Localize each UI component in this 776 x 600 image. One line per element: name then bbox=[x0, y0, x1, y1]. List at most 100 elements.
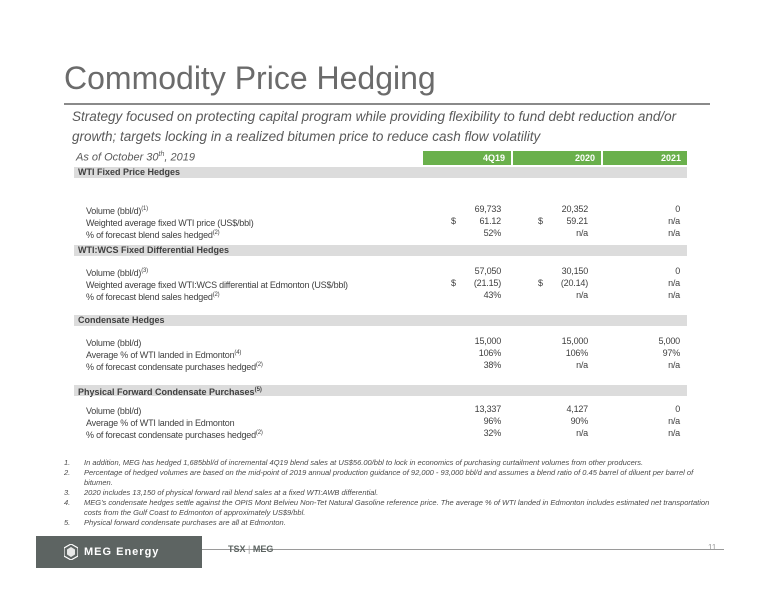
value-4q19: 69,733 bbox=[474, 204, 502, 214]
table-row: Volume (bbl/d) 15,000 15,000 5,000 bbox=[86, 336, 686, 349]
value-4q19: 106% bbox=[478, 348, 501, 358]
value-4q19: 13,337 bbox=[474, 404, 502, 414]
value-2020: 90% bbox=[570, 416, 589, 426]
value-2021: 5,000 bbox=[658, 336, 680, 346]
value-2020: 15,000 bbox=[561, 336, 589, 346]
row-label: % of forecast blend sales hedged(2) bbox=[86, 228, 220, 241]
value-2021: n/a bbox=[668, 216, 680, 226]
row-label-text: Volume (bbl/d) bbox=[86, 338, 142, 348]
row-label: % of forecast condensate purchases hedge… bbox=[86, 428, 263, 441]
row-label-text: % of forecast blend sales hedged bbox=[86, 230, 213, 240]
as-of-sup: th bbox=[158, 151, 165, 158]
page-title: Commodity Price Hedging bbox=[64, 60, 436, 96]
footer-rule bbox=[202, 549, 724, 550]
row-label: Average % of WTI landed in Edmonton(4) bbox=[86, 348, 241, 361]
table-row: % of forecast blend sales hedged(2) 43% n/… bbox=[86, 290, 686, 303]
value-4q19: 43% bbox=[483, 290, 502, 300]
value-2020: 106% bbox=[565, 348, 588, 358]
subtitle: Strategy focused on protecting capital p… bbox=[72, 109, 677, 144]
footnote-number: 2. bbox=[64, 468, 71, 477]
row-label-text: Volume (bbl/d) bbox=[86, 268, 142, 278]
table-row: Weighted average fixed WTI:WCS different… bbox=[86, 278, 686, 291]
row-label-sup: (2) bbox=[212, 292, 220, 298]
section-header: WTI:WCS Fixed Differential Hedges bbox=[74, 245, 687, 256]
footnote-number: 4. bbox=[64, 498, 71, 507]
footnote-number: 3. bbox=[64, 488, 71, 497]
row-label: Weighted average fixed WTI price (US$/bb… bbox=[86, 216, 254, 229]
value-4q19: 38% bbox=[483, 360, 502, 370]
row-label-text: % of forecast condensate purchases hedge… bbox=[86, 362, 256, 372]
value-4q19: 15,000 bbox=[474, 336, 502, 346]
currency-4q19: $ bbox=[451, 278, 456, 288]
row-label: Volume (bbl/d) bbox=[86, 336, 141, 349]
ticker-exchange: TSX bbox=[228, 544, 246, 554]
value-2020: 30,150 bbox=[561, 266, 589, 276]
as-of-date: As of October 30th, 2019 bbox=[76, 151, 195, 164]
row-label-text: % of forecast condensate purchases hedge… bbox=[86, 430, 256, 440]
value-2020: n/a bbox=[576, 428, 588, 438]
table-row: Volume (bbl/d)(3) 57,050 30,150 0 bbox=[86, 266, 686, 278]
title-rule bbox=[64, 103, 710, 105]
value-2020: n/a bbox=[576, 228, 588, 238]
footnote-text: Physical forward condensate purchases ar… bbox=[84, 518, 286, 527]
currency-2020: $ bbox=[538, 216, 543, 226]
company-logo: MEG Energy bbox=[36, 536, 202, 568]
row-label-text: Weighted average fixed WTI price (US$/bb… bbox=[86, 218, 254, 228]
row-label-sup: (1) bbox=[141, 206, 148, 212]
value-2021: 0 bbox=[675, 266, 680, 276]
ticker-symbol: MEG bbox=[252, 544, 274, 554]
row-label-sup: (2) bbox=[255, 430, 263, 436]
row-label: Weighted average fixed WTI:WCS different… bbox=[86, 278, 348, 291]
company-name: MEG Energy bbox=[84, 546, 160, 558]
currency-4q19: $ bbox=[451, 216, 456, 226]
value-2021: 97% bbox=[662, 348, 681, 358]
footnote-text: Percentage of hedged volumes are based o… bbox=[84, 468, 694, 487]
column-header-2021: 2021 bbox=[603, 151, 687, 165]
row-label-text: Average % of WTI landed in Edmonton bbox=[86, 350, 235, 360]
column-header-2020: 2020 bbox=[513, 151, 601, 165]
value-2021: 0 bbox=[675, 204, 680, 214]
value-2021: n/a bbox=[668, 278, 680, 288]
value-2021: n/a bbox=[668, 290, 680, 300]
value-2020: 4,127 bbox=[566, 404, 588, 414]
value-2021: n/a bbox=[668, 428, 680, 438]
column-header-4q19: 4Q19 bbox=[423, 151, 511, 165]
value-4q19: 52% bbox=[483, 228, 502, 238]
row-label: Volume (bbl/d) bbox=[86, 404, 141, 417]
row-label-sup: (2) bbox=[255, 362, 263, 368]
row-label-text: Average % of WTI landed in Edmonton bbox=[86, 418, 235, 428]
footnote-text: In addition, MEG has hedged 1,685bbl/d o… bbox=[84, 458, 644, 467]
footnote-number: 1. bbox=[64, 458, 71, 467]
value-2021: n/a bbox=[668, 228, 680, 238]
as-of-year: , 2019 bbox=[164, 151, 195, 164]
row-label: Average % of WTI landed in Edmonton bbox=[86, 416, 235, 429]
as-of-text: As of October 30 bbox=[76, 151, 159, 164]
value-4q19: 96% bbox=[483, 416, 502, 426]
page-number: 11 bbox=[708, 543, 717, 552]
value-2021: 0 bbox=[675, 404, 680, 414]
footnote-text: 2020 includes 13,150 of physical forward… bbox=[84, 488, 379, 497]
row-label: % of forecast blend sales hedged(2) bbox=[86, 290, 220, 303]
footnote-text: MEG's condensate hedges settle against t… bbox=[84, 498, 710, 517]
row-label: % of forecast condensate purchases hedge… bbox=[86, 360, 263, 373]
value-2020: n/a bbox=[576, 290, 588, 300]
row-label-text: Weighted average fixed WTI:WCS different… bbox=[86, 280, 348, 290]
value-2021: n/a bbox=[668, 360, 680, 370]
row-label-text: Volume (bbl/d) bbox=[86, 206, 142, 216]
section-header: WTI Fixed Price Hedges bbox=[74, 167, 687, 178]
section-header: Condensate Hedges bbox=[74, 315, 687, 326]
table-row: % of forecast blend sales hedged(2) 52% n/… bbox=[86, 228, 686, 241]
table-row: Average % of WTI landed in Edmonton(4) 10… bbox=[86, 348, 686, 361]
table-row: % of forecast condensate purchases hedge… bbox=[86, 428, 686, 441]
row-label-sup: (3) bbox=[141, 268, 148, 274]
ticker-separator: | bbox=[248, 544, 251, 554]
table-row: Volume (bbl/d) 13,337 4,127 0 bbox=[86, 404, 686, 417]
table-row: Weighted average fixed WTI price (US$/bb… bbox=[86, 216, 686, 229]
value-4q19: 32% bbox=[483, 428, 502, 438]
currency-2020: $ bbox=[538, 278, 543, 288]
value-2020: 20,352 bbox=[561, 204, 589, 214]
value-2020: (20.14) bbox=[560, 278, 588, 288]
value-2021: n/a bbox=[668, 416, 680, 426]
value-4q19: 61.12 bbox=[479, 216, 501, 226]
row-label: Volume (bbl/d)(1) bbox=[86, 204, 148, 217]
